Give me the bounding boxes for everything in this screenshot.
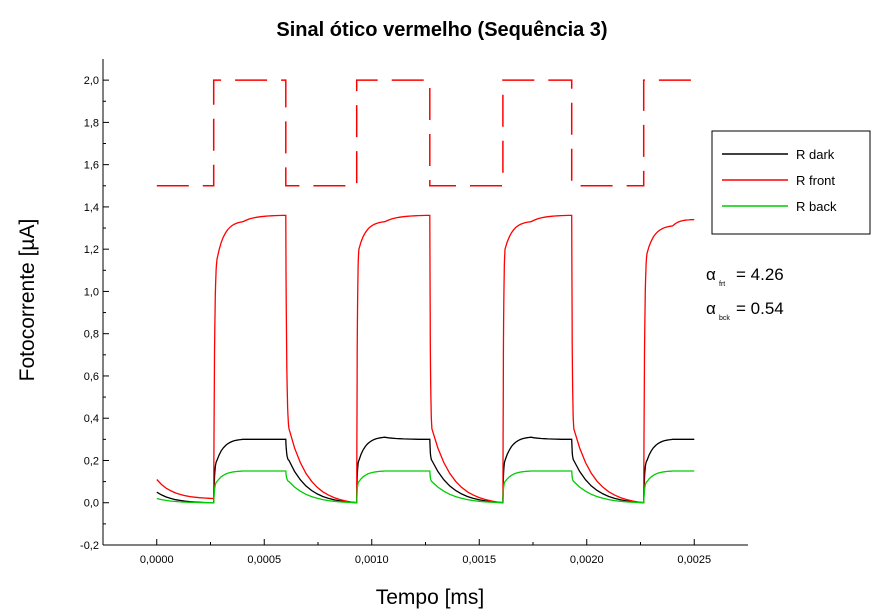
legend-label: R dark [796, 147, 835, 162]
series-group [156, 214, 695, 504]
x-tick-label: 0,0005 [247, 554, 281, 566]
series-r-back [156, 470, 695, 504]
x-tick-label: 0,0010 [355, 554, 389, 566]
annotation-value: = 4.26 [736, 265, 784, 284]
y-tick-label: 0,2 [84, 455, 99, 467]
legend-label: R back [796, 199, 837, 214]
annotation-value: = 0.54 [736, 299, 784, 318]
y-tick-label: 0,6 [84, 371, 99, 383]
plot-frame [102, 59, 748, 546]
y-tick-label: -0,2 [80, 540, 99, 552]
y-ticks: -0,2 0,0 0,2 0,4 0,6 0,8 1,0 1,2 1,4 1,6 1,8 2,0 [80, 75, 109, 552]
annotation-subscript: bck [719, 315, 730, 322]
x-tick-label: 0,0015 [462, 554, 496, 566]
pulse-trace [156, 79, 695, 187]
y-tick-label: 1,4 [84, 202, 99, 214]
pulse-line [156, 79, 695, 187]
x-tick-label: 0,0025 [677, 554, 711, 566]
y-tick-label: 0,4 [84, 413, 99, 425]
chart-title: Sinal ótico vermelho (Sequência 3) [276, 19, 607, 41]
legend-box [711, 130, 871, 235]
x-tick-label: 0,0000 [140, 554, 174, 566]
y-axis-title: Fotocorrente [µA] [16, 219, 39, 382]
y-tick-label: 1,2 [84, 244, 99, 256]
y-tick-label: 0,0 [84, 498, 99, 510]
series-r-front [156, 214, 695, 504]
legend: R dark R front R back [711, 130, 871, 235]
x-ticks: 0,0000 0,0005 0,0010 0,0015 0,0020 0,0025 [102, 539, 711, 566]
y-tick-label: 1,8 [84, 117, 99, 129]
x-axis-title: Tempo [ms] [376, 586, 485, 609]
legend-label: R front [796, 173, 835, 188]
x-tick-label: 0,0020 [570, 554, 604, 566]
annotation-subscript: frt [719, 281, 725, 288]
y-tick-label: 2,0 [84, 75, 99, 87]
y-tick-label: 1,6 [84, 160, 99, 172]
y-tick-label: 0,8 [84, 329, 99, 341]
annotation-symbol: α [706, 299, 716, 318]
series-r-dark [156, 436, 695, 504]
y-tick-label: 1,0 [84, 286, 99, 298]
annotation-symbol: α [706, 265, 716, 284]
